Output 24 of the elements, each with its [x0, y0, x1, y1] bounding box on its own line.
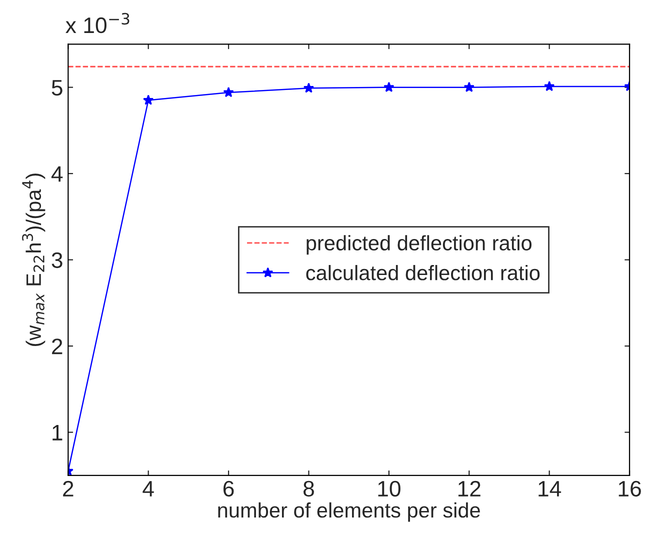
legend-label: calculated deflection ratio	[306, 265, 540, 280]
point	[143, 94, 154, 105]
point	[303, 82, 314, 93]
x-tick-label: 10	[378, 480, 400, 497]
x-tick-label: 14	[538, 481, 562, 496]
x-axis-title: number of elements per side	[218, 502, 480, 522]
x-tick-label: 4	[142, 481, 154, 496]
y-tick-label: 3	[52, 252, 62, 268]
x-tick-label: 16	[618, 480, 641, 497]
y-tick-label: 2	[52, 338, 62, 354]
text: (w$_{max}$ E$_{22}$h$^{3}$)/(pa$^{4}$)	[22, 174, 46, 346]
legend-label: predicted deflection ratio	[306, 235, 532, 255]
text: x 10$^{−3}$	[66, 12, 130, 34]
y-tick-label: 1	[52, 425, 62, 440]
point	[384, 82, 394, 92]
point	[544, 80, 555, 92]
x-tick-label: 12	[458, 480, 480, 496]
x-tick-label: 2	[63, 480, 74, 496]
x-tick-label: 8	[304, 480, 314, 497]
y-tick-label: 5	[52, 80, 62, 96]
point	[464, 82, 474, 92]
point	[223, 86, 234, 98]
x-tick-label: 6	[223, 480, 234, 497]
y-tick-label: 4	[51, 166, 63, 182]
